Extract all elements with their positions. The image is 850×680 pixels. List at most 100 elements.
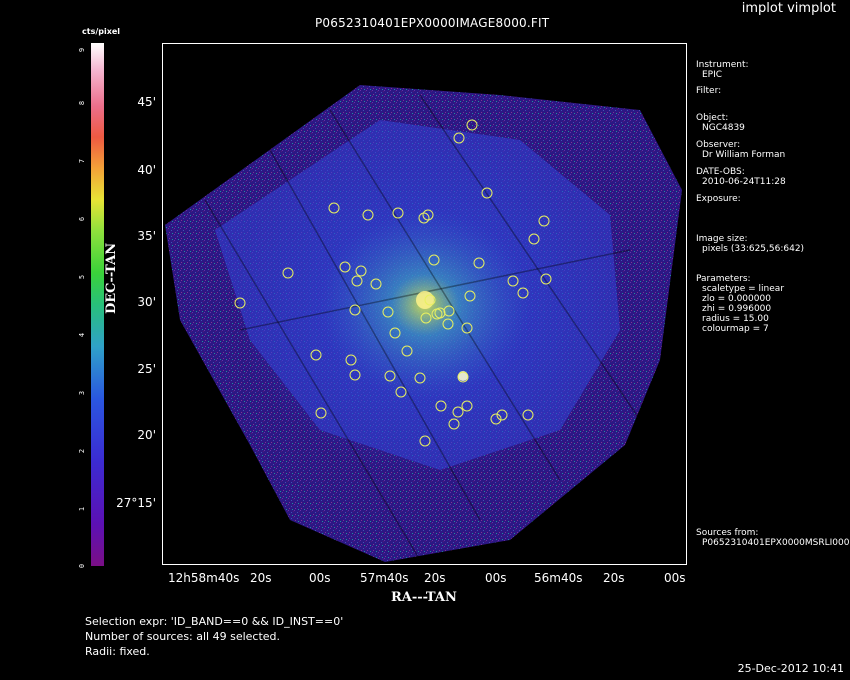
colorbar-tick: 5: [78, 274, 87, 280]
plot-frame: [162, 43, 687, 565]
y-tick: 40': [137, 163, 156, 177]
source-marker[interactable]: [349, 304, 361, 316]
source-marker[interactable]: [339, 261, 351, 273]
image-size-label: Image size:: [696, 234, 748, 244]
x-tick: 00s: [485, 571, 507, 585]
app-title: implot vimplot: [741, 1, 836, 16]
colorbar-tick: 9: [78, 47, 87, 53]
image-title: P0652310401EPX0000IMAGE8000.FIT: [315, 16, 550, 30]
x-axis-label: RA---TAN: [391, 590, 457, 605]
instrument-label: Instrument:: [696, 60, 749, 70]
source-marker[interactable]: [507, 275, 519, 287]
source-marker[interactable]: [420, 312, 432, 324]
parameter-line: zlo = 0.000000: [702, 294, 771, 304]
instrument-value: EPIC: [702, 70, 723, 80]
colorbar-tick: 6: [78, 216, 87, 222]
source-marker[interactable]: [315, 407, 327, 419]
y-tick: 45': [137, 95, 156, 109]
x-tick: 00s: [309, 571, 331, 585]
source-marker[interactable]: [522, 409, 534, 421]
source-marker[interactable]: [435, 400, 447, 412]
source-marker[interactable]: [448, 418, 460, 430]
colorbar-tick: 7: [78, 158, 87, 164]
source-marker[interactable]: [428, 254, 440, 266]
y-tick: 25': [137, 362, 156, 376]
source-marker[interactable]: [401, 345, 413, 357]
bright-source: [458, 371, 468, 381]
source-marker[interactable]: [424, 294, 436, 306]
source-marker[interactable]: [389, 327, 401, 339]
source-marker[interactable]: [481, 187, 493, 199]
source-marker[interactable]: [349, 369, 361, 381]
source-marker[interactable]: [392, 207, 404, 219]
source-marker[interactable]: [351, 275, 363, 287]
source-marker[interactable]: [452, 406, 464, 418]
parameter-line: colourmap = 7: [702, 324, 769, 334]
source-marker[interactable]: [442, 318, 454, 330]
source-marker[interactable]: [328, 202, 340, 214]
parameters-label: Parameters:: [696, 274, 751, 284]
source-marker[interactable]: [538, 215, 550, 227]
source-marker[interactable]: [490, 413, 502, 425]
source-marker[interactable]: [418, 212, 430, 224]
x-tick: 00s: [664, 571, 686, 585]
source-marker[interactable]: [382, 306, 394, 318]
x-tick: 57m40s: [360, 571, 409, 585]
sky-image[interactable]: [163, 44, 686, 564]
source-marker[interactable]: [473, 257, 485, 269]
sources-from-label: Sources from:: [696, 528, 759, 538]
source-marker[interactable]: [310, 349, 322, 361]
y-tick: 35': [137, 229, 156, 243]
source-marker[interactable]: [496, 409, 508, 421]
source-marker[interactable]: [464, 290, 476, 302]
source-marker[interactable]: [370, 278, 382, 290]
colorbar-tick: 1: [78, 506, 87, 512]
colorbar: [91, 43, 104, 566]
source-marker[interactable]: [461, 400, 473, 412]
source-count: Number of sources: all 49 selected.: [85, 630, 281, 643]
colorbar-unit-label: cts/pixel: [82, 27, 121, 36]
source-marker[interactable]: [457, 371, 469, 383]
selection-expression: Selection expr: 'ID_BAND==0 && ID_INST==…: [85, 615, 344, 628]
timestamp: 25-Dec-2012 10:41: [737, 662, 844, 675]
source-markers[interactable]: [234, 119, 552, 447]
source-marker[interactable]: [540, 273, 552, 285]
source-marker[interactable]: [453, 132, 465, 144]
y-tick: 20': [137, 428, 156, 442]
radii-mode: Radii: fixed.: [85, 645, 150, 658]
colorbar-tick: 3: [78, 390, 87, 396]
source-marker[interactable]: [384, 370, 396, 382]
parameter-line: scaletype = linear: [702, 284, 785, 294]
source-marker[interactable]: [419, 435, 431, 447]
source-marker[interactable]: [528, 233, 540, 245]
source-marker[interactable]: [466, 119, 478, 131]
source-marker[interactable]: [282, 267, 294, 279]
source-marker[interactable]: [517, 287, 529, 299]
exposure-label: Exposure:: [696, 194, 741, 204]
source-marker[interactable]: [461, 322, 473, 334]
observer-label: Observer:: [696, 140, 741, 150]
x-tick: 56m40s: [534, 571, 583, 585]
colorbar-tick: 8: [78, 100, 87, 106]
image-size-value: pixels (33:625,56:642): [702, 244, 805, 254]
y-tick: 27°15': [116, 496, 156, 510]
source-marker[interactable]: [345, 354, 357, 366]
source-marker[interactable]: [395, 386, 407, 398]
y-axis-label: DEC--TAN: [104, 242, 119, 314]
source-marker[interactable]: [434, 307, 446, 319]
source-marker[interactable]: [443, 305, 455, 317]
object-value: NGC4839: [702, 123, 745, 133]
x-tick: 20s: [603, 571, 625, 585]
date-obs-value: 2010-06-24T11:28: [702, 177, 786, 187]
source-marker[interactable]: [362, 209, 374, 221]
source-marker[interactable]: [414, 372, 426, 384]
colorbar-tick: 4: [78, 332, 87, 338]
source-marker[interactable]: [234, 297, 246, 309]
source-marker[interactable]: [355, 265, 367, 277]
source-marker[interactable]: [422, 209, 434, 221]
colorbar-tick: 0: [78, 563, 87, 569]
sources-file-value: P0652310401EPX0000MSRLI0000.F: [702, 538, 850, 548]
object-label: Object:: [696, 113, 729, 123]
x-tick: 20s: [250, 571, 272, 585]
colorbar-tick: 2: [78, 448, 87, 454]
